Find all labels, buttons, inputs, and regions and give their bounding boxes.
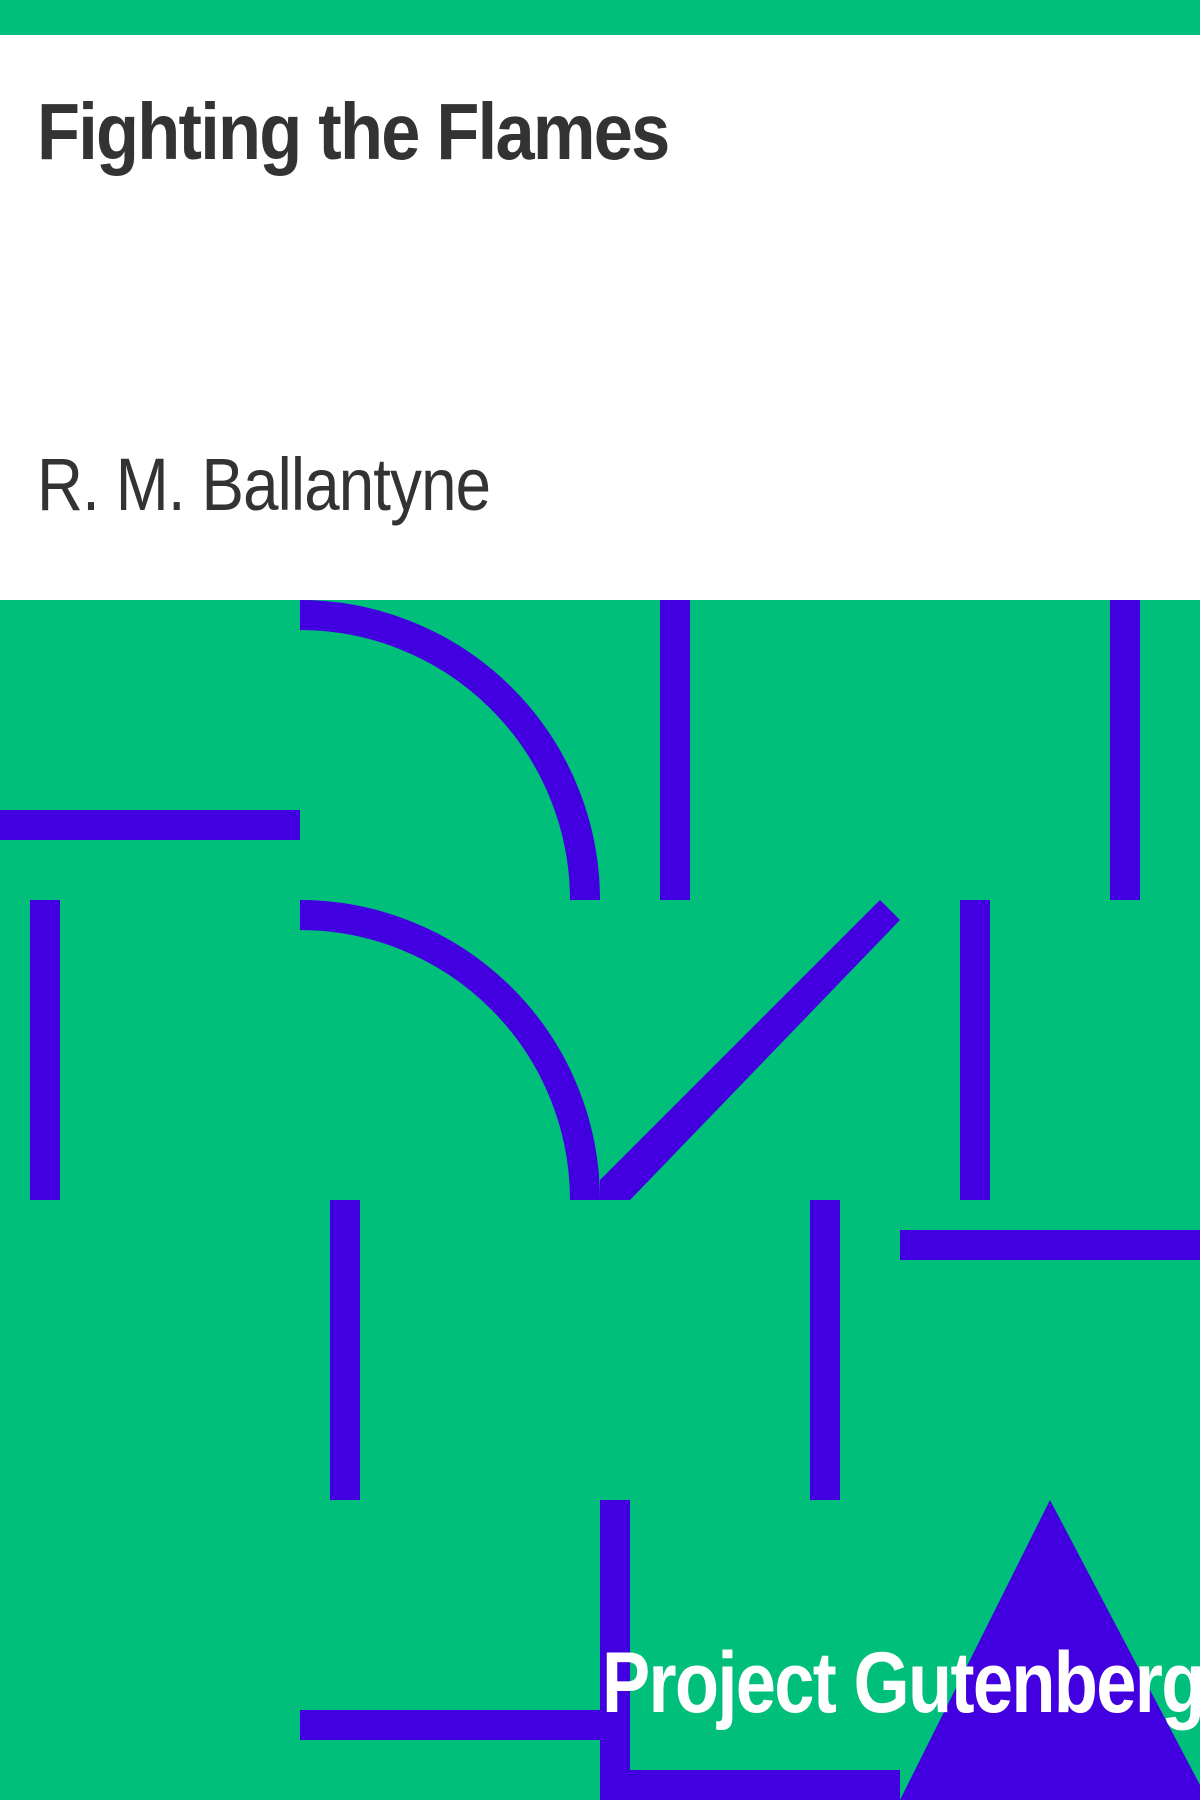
pattern-bar xyxy=(0,810,300,840)
pattern-triangle xyxy=(900,1500,1200,1800)
pattern-bar xyxy=(300,1710,600,1740)
top-color-band xyxy=(0,0,1200,35)
pattern-bar xyxy=(660,600,690,900)
pattern-bar xyxy=(330,1200,360,1500)
pattern-bar xyxy=(30,900,60,1200)
pattern-bar xyxy=(600,1500,630,1800)
pattern-lines xyxy=(0,600,1200,1800)
pattern-bar xyxy=(600,1770,900,1800)
cover-pattern xyxy=(0,600,1200,1800)
cover-header xyxy=(0,35,1200,600)
pattern-bar xyxy=(1110,600,1140,900)
pattern-bar xyxy=(810,1200,840,1500)
pattern-bar xyxy=(900,1230,1200,1260)
cover-pattern-graphic xyxy=(0,600,1200,1800)
pattern-bar xyxy=(960,900,990,1200)
pattern-arc xyxy=(299,600,600,901)
pattern-arc xyxy=(299,900,600,1201)
publisher-name: Project Gutenberg xyxy=(602,1635,1200,1731)
pattern-diagonal xyxy=(600,900,900,1200)
book-title: Fighting the Flames xyxy=(37,87,670,176)
book-author: R. M. Ballantyne xyxy=(37,443,491,526)
